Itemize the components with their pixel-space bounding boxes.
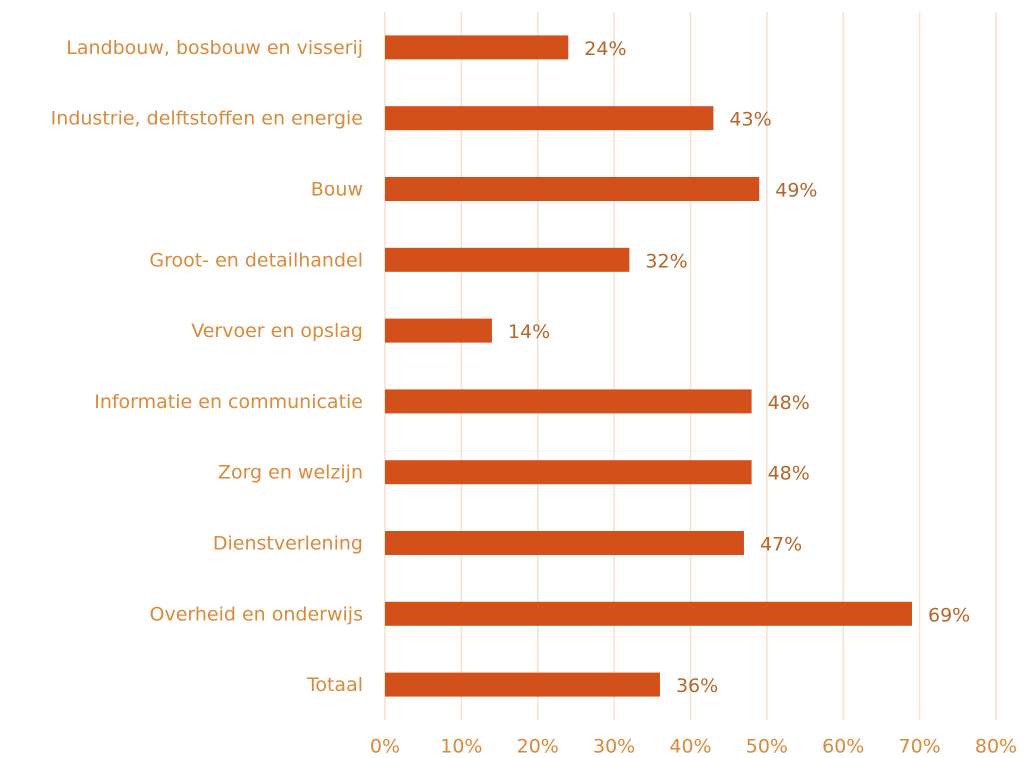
y-tick-label: Vervoer en opslag bbox=[191, 320, 363, 342]
value-label: 47% bbox=[760, 534, 802, 556]
bar bbox=[385, 177, 760, 201]
value-label: 32% bbox=[645, 250, 687, 272]
value-label: 48% bbox=[768, 463, 810, 485]
y-tick-label: Overheid en onderwijs bbox=[150, 603, 363, 625]
x-tick-label: 20% bbox=[517, 736, 559, 758]
y-tick-label: Zorg en welzijn bbox=[218, 462, 363, 484]
y-tick-label: Informatie en communicatie bbox=[94, 391, 363, 413]
x-tick-label: 70% bbox=[899, 736, 941, 758]
value-label: 48% bbox=[768, 392, 810, 414]
y-tick-label: Bouw bbox=[311, 179, 363, 201]
value-label: 14% bbox=[508, 321, 550, 343]
y-tick-label: Totaal bbox=[306, 674, 363, 696]
x-tick-label: 30% bbox=[593, 736, 635, 758]
y-tick-label: Groot- en detailhandel bbox=[149, 249, 363, 271]
bar bbox=[385, 460, 752, 485]
y-tick-label: Industrie, delftstoffen en energie bbox=[51, 108, 363, 130]
x-tick-label: 40% bbox=[669, 736, 711, 758]
value-label: 43% bbox=[729, 109, 771, 131]
x-tick-label: 80% bbox=[975, 736, 1017, 758]
x-tick-label: 60% bbox=[822, 736, 864, 758]
bar bbox=[385, 601, 912, 626]
value-label: 24% bbox=[584, 38, 626, 60]
value-label: 36% bbox=[676, 675, 718, 697]
bar bbox=[385, 389, 752, 414]
bar bbox=[385, 247, 630, 272]
y-tick-label: Landbouw, bosbouw en visserij bbox=[66, 37, 363, 59]
bar bbox=[385, 106, 714, 131]
x-tick-label: 10% bbox=[440, 736, 482, 758]
value-label: 69% bbox=[928, 604, 970, 626]
x-tick-label: 50% bbox=[746, 736, 788, 758]
bar bbox=[385, 672, 660, 697]
bar bbox=[385, 531, 744, 555]
value-label: 49% bbox=[775, 180, 817, 202]
bar bbox=[385, 318, 492, 343]
y-tick-label: Dienstverlening bbox=[213, 533, 363, 555]
bar bbox=[385, 35, 569, 60]
x-tick-label: 0% bbox=[370, 736, 400, 758]
